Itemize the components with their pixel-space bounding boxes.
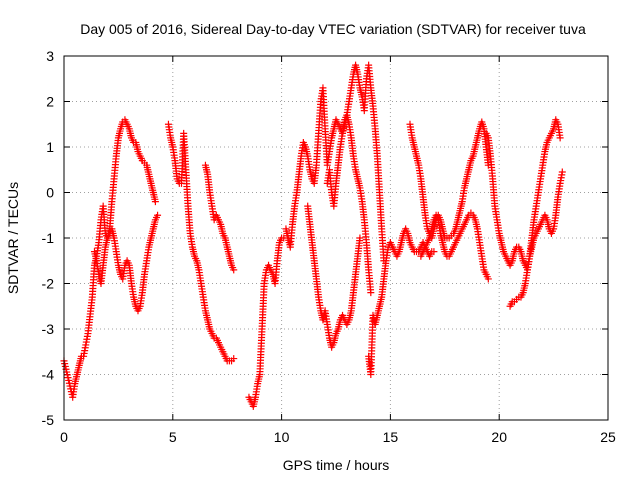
- x-tick-label: 25: [600, 429, 616, 445]
- data-point: [556, 134, 564, 142]
- y-tick-label: -2: [42, 276, 55, 292]
- series-1: [60, 116, 159, 401]
- x-axis-label: GPS time / hours: [283, 457, 390, 473]
- data-point: [367, 289, 375, 297]
- x-tick-label: 15: [383, 429, 399, 445]
- y-tick-label: -5: [42, 412, 55, 428]
- data-point: [484, 275, 492, 283]
- y-tick-label: -4: [42, 367, 55, 383]
- data-point: [356, 234, 364, 242]
- data-point: [230, 355, 238, 363]
- y-axis-label: SDTVAR / TECUs: [5, 182, 21, 294]
- data-point: [151, 198, 159, 206]
- x-tick-labels: 0 5 10 15 20 25: [60, 429, 616, 445]
- data-point: [154, 211, 162, 219]
- series-5: [245, 234, 288, 410]
- y-tick-label: 0: [46, 185, 54, 201]
- series-3: [164, 120, 238, 365]
- x-tick-label: 20: [491, 429, 507, 445]
- y-tick-label: 1: [46, 139, 54, 155]
- data-points: [60, 61, 566, 410]
- y-tick-label: 2: [46, 94, 54, 110]
- series-8: [323, 61, 388, 265]
- chart-title: Day 005 of 2016, Sidereal Day-to-day VTE…: [80, 21, 586, 37]
- series-12: [482, 116, 564, 274]
- x-tick-label: 0: [60, 429, 68, 445]
- series-13: [506, 168, 566, 310]
- x-tick-label: 10: [274, 429, 290, 445]
- data-point: [430, 248, 438, 256]
- series-9: [365, 225, 438, 378]
- x-tick-label: 5: [169, 429, 177, 445]
- data-point: [558, 168, 566, 176]
- series-2: [90, 211, 162, 315]
- series-7: [304, 202, 364, 351]
- y-tick-label: 3: [46, 48, 54, 64]
- y-tick-labels: -5 -4 -3 -2 -1 0 1 2 3: [42, 48, 55, 428]
- y-tick-label: -1: [42, 230, 55, 246]
- plot-frame: [63, 55, 609, 421]
- series-4: [201, 161, 238, 274]
- data-point: [230, 266, 238, 274]
- series-11: [417, 209, 492, 283]
- series-6: [282, 84, 375, 297]
- series-10: [406, 118, 492, 242]
- y-tick-label: -3: [42, 321, 55, 337]
- grid-lines: [64, 56, 608, 420]
